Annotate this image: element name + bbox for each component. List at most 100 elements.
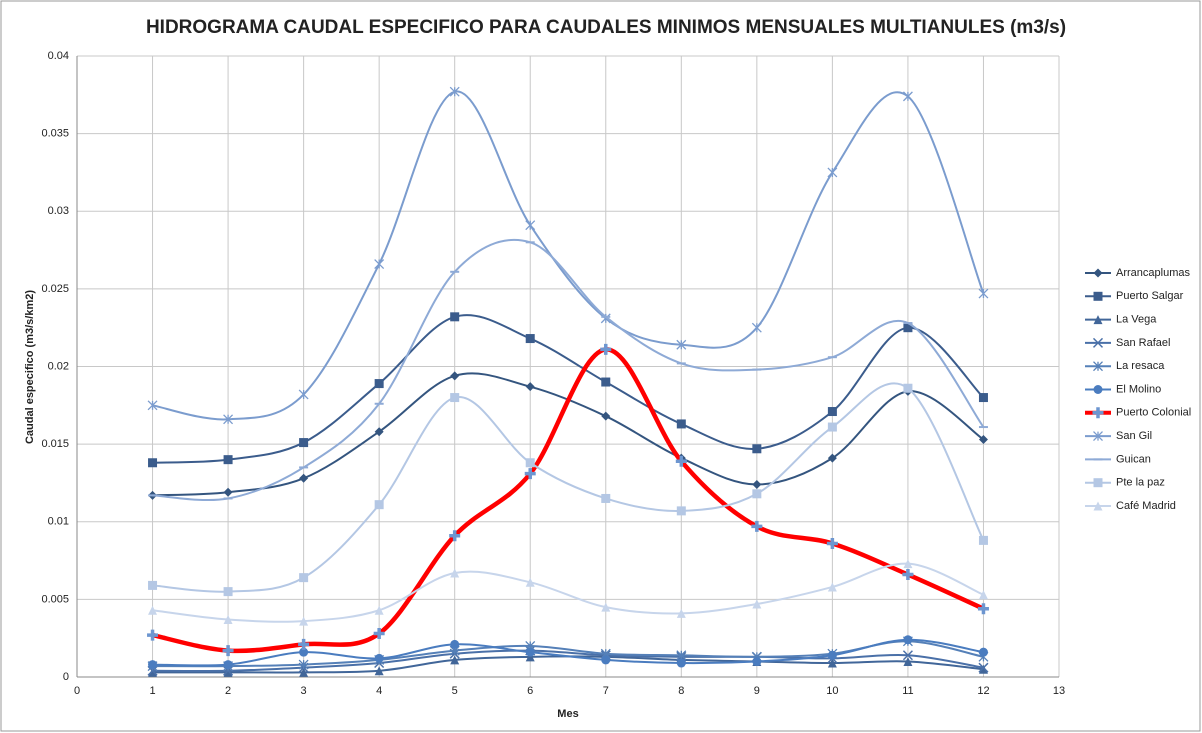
marker-shape [751, 520, 763, 532]
marker [374, 605, 384, 615]
marker-shape [752, 599, 762, 609]
marker [978, 662, 989, 673]
legend-label: Pte la paz [1116, 477, 1165, 489]
marker-shape [450, 568, 460, 578]
marker [827, 167, 838, 178]
marker [148, 458, 158, 468]
marker-shape [978, 662, 989, 673]
marker-shape [147, 400, 158, 411]
x-tick-label: 10 [826, 685, 838, 697]
marker [827, 658, 837, 668]
marker [978, 590, 988, 600]
series-line [152, 90, 985, 421]
marker-shape [374, 605, 384, 615]
marker [903, 383, 913, 393]
marker [299, 473, 309, 483]
marker [299, 438, 309, 448]
marker [752, 479, 762, 489]
marker [525, 334, 535, 344]
marker [601, 377, 611, 387]
marker-shape [148, 667, 158, 677]
marker-shape [449, 530, 461, 542]
marker-shape [826, 537, 838, 549]
marker [299, 573, 309, 583]
legend-marker [1093, 315, 1103, 325]
marker-shape [373, 628, 385, 640]
marker-shape [600, 343, 612, 355]
marker [827, 582, 837, 592]
marker-shape [601, 411, 611, 421]
series-line [152, 649, 984, 673]
marker [223, 615, 233, 625]
marker [676, 650, 687, 661]
marker [374, 653, 384, 663]
marker [450, 655, 460, 665]
marker [298, 389, 309, 400]
marker [752, 489, 762, 499]
marker-shape [524, 468, 536, 480]
marker [826, 537, 838, 549]
x-tick-label: 11 [902, 685, 913, 697]
marker [676, 339, 687, 350]
marker [223, 667, 233, 677]
marker [752, 656, 762, 666]
y-tick-label: 0.015 [41, 438, 69, 450]
marker [525, 652, 535, 662]
marker-shape [1093, 268, 1103, 278]
marker [450, 568, 460, 578]
marker [902, 569, 914, 581]
marker [299, 667, 309, 677]
marker-shape [374, 259, 385, 269]
marker [450, 639, 460, 649]
marker [374, 379, 384, 389]
legend-marker [1093, 268, 1103, 278]
marker-shape [374, 653, 384, 663]
legend-label: Arrancaplumas [1116, 267, 1190, 279]
legend-marker [1093, 501, 1103, 511]
y-tick-label: 0.04 [48, 50, 69, 62]
x-tick-label: 3 [301, 685, 307, 697]
marker-shape [450, 639, 460, 649]
legend-marker [1093, 431, 1103, 442]
marker-shape [676, 608, 686, 618]
marker-shape [827, 650, 837, 660]
legend-label: Puerto Salgar [1116, 290, 1184, 302]
marker-shape [903, 635, 913, 645]
marker-shape [902, 91, 913, 102]
marker-shape [978, 590, 988, 600]
marker [298, 659, 309, 670]
marker-shape [374, 666, 384, 676]
marker [223, 455, 233, 465]
marker-shape [1093, 315, 1103, 325]
marker [978, 434, 988, 444]
legend-label: El Molino [1116, 383, 1161, 395]
marker [525, 577, 535, 587]
marker [147, 629, 159, 641]
series-line [152, 640, 984, 668]
marker-shape [148, 605, 158, 615]
marker [600, 343, 612, 355]
y-tick-label: 0.02 [48, 360, 69, 372]
marker-shape [903, 323, 913, 333]
y-tick-label: 0.035 [41, 128, 69, 140]
marker [148, 605, 158, 615]
marker [902, 650, 913, 661]
legend-label: San Rafael [1116, 337, 1170, 349]
x-tick-label: 1 [149, 685, 155, 697]
marker [675, 455, 687, 467]
marker [978, 393, 988, 403]
marker [903, 656, 913, 666]
legend-label: Guican [1116, 453, 1151, 465]
marker-shape [752, 489, 762, 499]
marker-shape [223, 660, 233, 670]
marker-shape [525, 647, 535, 657]
x-tick-label: 2 [225, 685, 231, 697]
marker [524, 468, 536, 480]
marker-shape [903, 559, 913, 569]
legend-label: Café Madrid [1116, 500, 1176, 512]
marker-shape [298, 659, 309, 670]
marker [827, 453, 837, 463]
legend-label: La resaca [1116, 360, 1165, 372]
marker-shape [374, 427, 384, 437]
marker-shape [978, 434, 988, 444]
